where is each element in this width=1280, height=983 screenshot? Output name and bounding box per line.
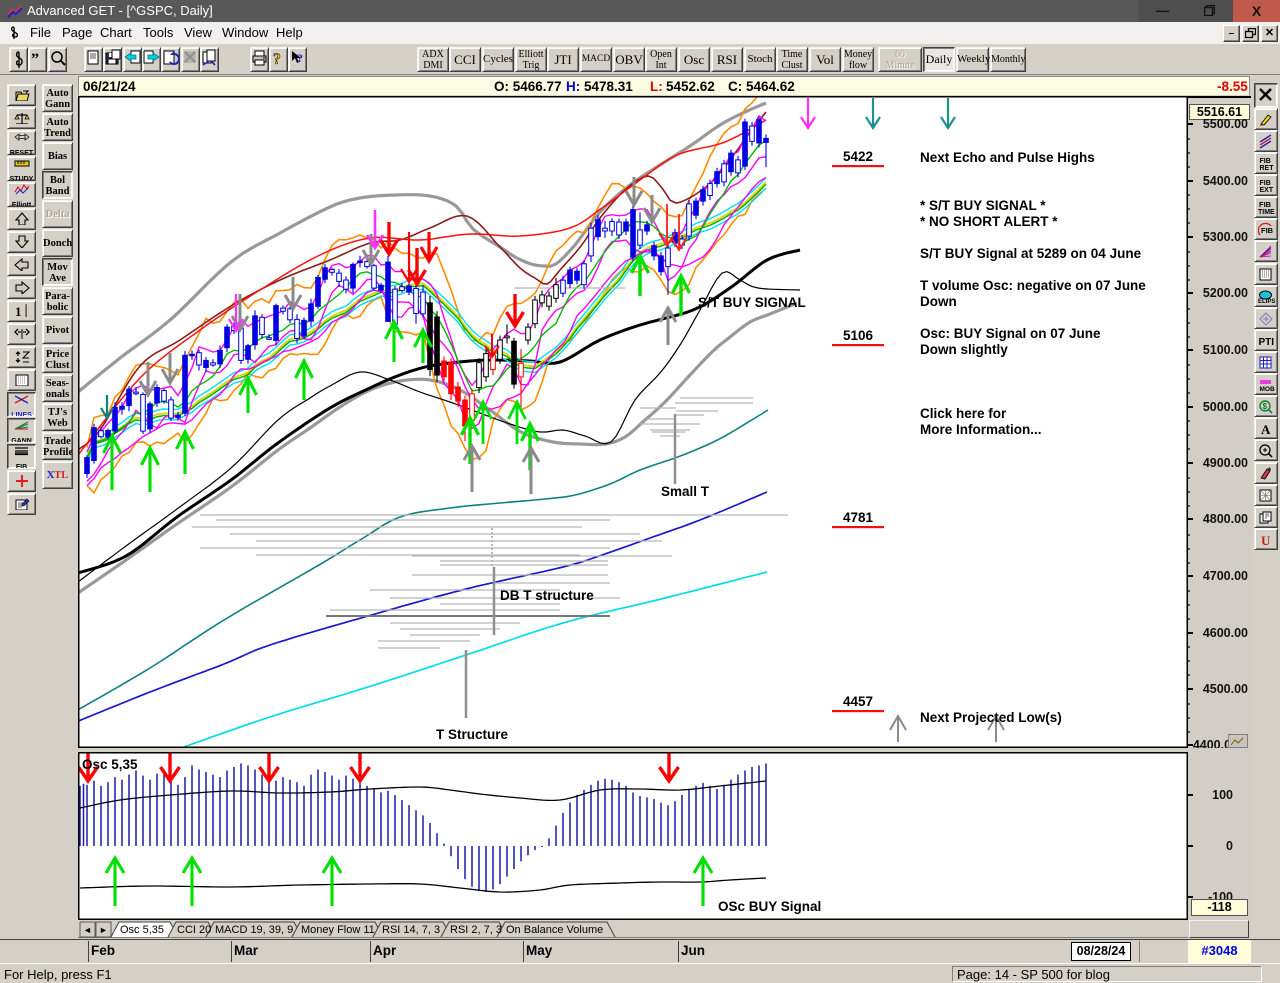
svg-text:?: ? [273, 51, 281, 68]
svg-text:►: ► [99, 925, 108, 935]
svg-text:A: A [1261, 422, 1271, 436]
svg-text:Osc 5,35: Osc 5,35 [120, 924, 164, 936]
svg-text:T Structure: T Structure [436, 727, 509, 742]
svg-text:FIB: FIB [1259, 158, 1270, 165]
svg-text:S/T BUY Signal at 5289 on 04 J: S/T BUY Signal at 5289 on 04 June [920, 246, 1142, 261]
svg-text:U: U [1261, 533, 1271, 547]
svg-text:Down: Down [920, 294, 957, 309]
svg-text:* S/T BUY SIGNAL *: * S/T BUY SIGNAL * [920, 198, 1046, 213]
svg-text:FIB: FIB [1261, 226, 1274, 235]
svg-text:Osc 5,35: Osc 5,35 [82, 757, 138, 772]
svg-text:Click here for: Click here for [920, 406, 1007, 421]
svg-text:More Information...: More Information... [920, 422, 1042, 437]
svg-text:1│1: 1│1 [15, 304, 30, 317]
svg-text:RSI 14, 7, 3: RSI 14, 7, 3 [382, 924, 440, 936]
svg-text:* NO SHORT ALERT *: * NO SHORT ALERT * [920, 214, 1058, 229]
svg-text:PTI: PTI [1258, 337, 1274, 348]
svg-text:5106: 5106 [843, 328, 874, 343]
svg-text:MOB: MOB [1259, 386, 1274, 392]
svg-text:S/T BUY SIGNAL: S/T BUY SIGNAL [698, 295, 806, 310]
svg-text:TIME: TIME [1258, 209, 1275, 215]
svg-text:4781: 4781 [843, 510, 874, 525]
svg-text:EXT: EXT [1259, 187, 1273, 193]
svg-text:MACD 19, 39, 9: MACD 19, 39, 9 [215, 924, 293, 936]
svg-text:4457: 4457 [843, 694, 873, 709]
svg-text:?: ? [297, 51, 303, 65]
svg-text:ELIPS: ELIPS [1258, 299, 1275, 304]
svg-text:Small T: Small T [661, 484, 710, 499]
svg-text:”: ” [31, 51, 39, 68]
svg-text:On Balance Volume: On Balance Volume [506, 924, 603, 936]
svg-text:FIB: FIB [1259, 180, 1270, 187]
svg-text:CCI 20: CCI 20 [177, 924, 211, 936]
svg-text:Down slightly: Down slightly [920, 342, 1008, 357]
svg-text:$: $ [1262, 402, 1267, 411]
svg-text:DB T structure: DB T structure [500, 588, 594, 603]
svg-text:◄: ◄ [83, 925, 92, 935]
svg-text:5422: 5422 [843, 149, 873, 164]
svg-text:OSc BUY Signal: OSc BUY Signal [718, 899, 821, 914]
svg-text:Next Projected Low(s): Next Projected Low(s) [920, 710, 1062, 725]
svg-text:RET: RET [1259, 165, 1274, 171]
svg-text:Money Flow 11: Money Flow 11 [301, 924, 375, 936]
svg-text:FIB: FIB [1259, 200, 1272, 209]
svg-text:RSI 2, 7, 3: RSI 2, 7, 3 [450, 924, 502, 936]
svg-text:T volume Osc: negative on 07 J: T volume Osc: negative on 07 June [920, 278, 1146, 293]
svg-text:Osc: BUY Signal on 07 June: Osc: BUY Signal on 07 June [920, 326, 1101, 341]
svg-text:Next Echo and Pulse Highs: Next Echo and Pulse Highs [920, 150, 1095, 165]
